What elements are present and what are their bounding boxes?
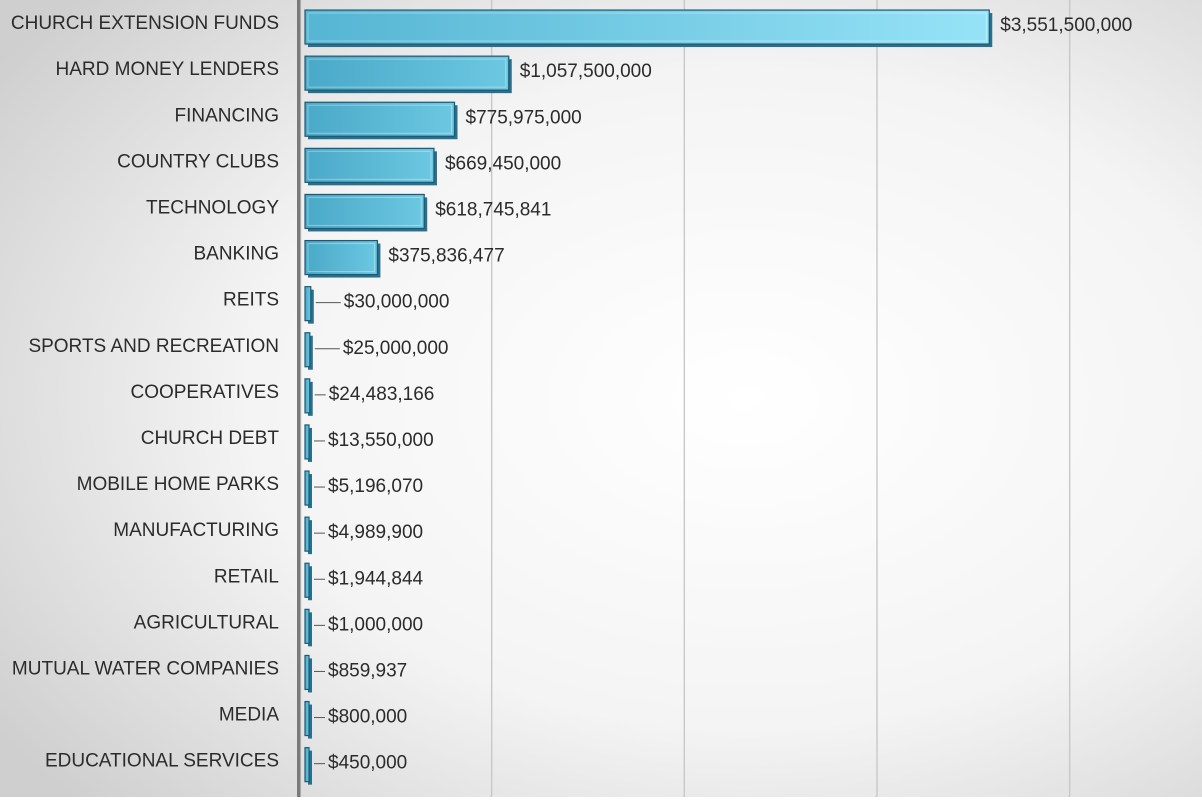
category-label: MANUFACTURING (113, 520, 279, 541)
bar-depth (308, 474, 312, 509)
data-label: $618,745,841 (435, 199, 551, 220)
category-label: AGRICULTURAL (134, 612, 279, 633)
bar (304, 101, 458, 140)
data-label: $1,944,844 (328, 568, 424, 589)
bar (304, 654, 312, 693)
data-label: $775,975,000 (466, 107, 582, 128)
data-label: $1,000,000 (328, 614, 423, 635)
bar-face (304, 147, 435, 183)
bar-face (304, 55, 510, 91)
category-label: FINANCING (175, 105, 280, 126)
category-label: CHURCH EXTENSION FUNDS (11, 13, 279, 34)
data-label: $375,836,477 (388, 246, 504, 267)
bar-face (304, 700, 310, 737)
bar-depth (308, 427, 312, 462)
bar (304, 9, 993, 48)
bar (304, 562, 312, 601)
bar-face (304, 193, 425, 230)
bar-face (304, 516, 310, 552)
bar-depth (308, 704, 312, 739)
bar-depth (308, 612, 312, 647)
gridline (679, 0, 686, 802)
data-label: $30,000,000 (344, 292, 450, 313)
category-label: COOPERATIVES (130, 382, 279, 403)
bar (304, 700, 312, 739)
bar-face (304, 424, 310, 460)
bar-face (304, 101, 456, 137)
bar (304, 424, 312, 462)
category-label: CHURCH DEBT (141, 428, 280, 449)
data-label: $450,000 (328, 753, 407, 774)
bar-highlight (307, 196, 422, 226)
category-label: COUNTRY CLUBS (117, 151, 279, 172)
bar (304, 147, 437, 186)
bar-face (304, 608, 310, 644)
bar-face (304, 332, 311, 368)
bar-face (304, 286, 312, 322)
gridline (1064, 0, 1071, 802)
category-label: SPORTS AND RECREATION (28, 336, 279, 357)
bar-highlight (307, 58, 507, 88)
bar (304, 747, 312, 785)
bar-depth (308, 381, 313, 416)
bar-face (304, 239, 379, 276)
bar (304, 378, 313, 416)
data-label: $24,483,166 (329, 384, 435, 405)
bar-face (304, 470, 310, 506)
bar-depth (308, 750, 312, 785)
data-label: $859,937 (328, 660, 407, 681)
bar-depth (308, 658, 312, 693)
bar-face (304, 9, 990, 45)
category-label: REITS (223, 290, 279, 311)
y-axis-line (297, 0, 301, 802)
data-label: $1,057,500,000 (520, 61, 652, 82)
bar (304, 332, 313, 370)
category-label: HARD MONEY LENDERS (56, 59, 279, 80)
bar-depth (308, 566, 312, 601)
bar (304, 193, 428, 232)
bar (304, 470, 312, 509)
bar (304, 286, 314, 324)
data-label: $3,551,500,000 (1000, 15, 1132, 36)
category-label: RETAIL (214, 566, 279, 587)
gridline (872, 0, 878, 802)
category-label: TECHNOLOGY (146, 197, 279, 218)
data-label: $25,000,000 (343, 338, 449, 359)
data-label: $4,989,900 (328, 522, 423, 543)
category-label: MEDIA (219, 705, 280, 726)
bar (304, 55, 512, 94)
data-label: $5,196,070 (328, 476, 423, 497)
bar-highlight (307, 243, 375, 273)
bar-highlight (307, 12, 987, 42)
gridline (486, 0, 493, 802)
bar-highlight (307, 150, 432, 180)
bar-highlight (307, 104, 453, 134)
category-label: BANKING (193, 244, 279, 265)
bar-face (304, 654, 310, 691)
category-label: EDUCATIONAL SERVICES (45, 751, 279, 772)
bar (304, 516, 312, 555)
category-label: MOBILE HOME PARKS (77, 474, 279, 495)
bar-depth (308, 520, 312, 555)
bar-face (304, 378, 311, 414)
bar-face (304, 747, 310, 783)
data-label: $800,000 (328, 707, 407, 728)
bar (304, 608, 312, 647)
bar-face (304, 562, 310, 598)
data-label: $13,550,000 (328, 430, 434, 451)
category-label: MUTUAL WATER COMPANIES (12, 658, 279, 679)
bar (304, 239, 381, 278)
data-label: $669,450,000 (445, 153, 561, 174)
